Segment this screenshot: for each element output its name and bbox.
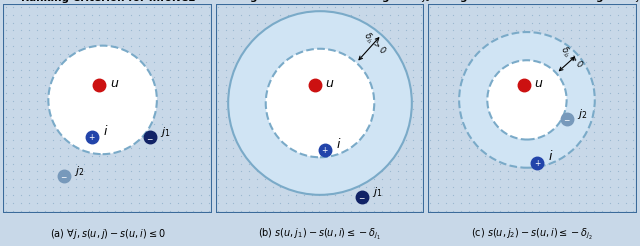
Text: (c) $s(u, j_2) - s(u,i) \leq -\delta_{j_2}$: (c) $s(u, j_2) - s(u,i) \leq -\delta_{j_… — [471, 226, 593, 241]
Text: $+$: $+$ — [321, 145, 329, 155]
Circle shape — [487, 60, 566, 139]
Text: $j_2$: $j_2$ — [577, 107, 588, 121]
Circle shape — [228, 11, 412, 195]
Text: $i$: $i$ — [335, 137, 341, 151]
Circle shape — [459, 32, 595, 168]
Text: (a) $\forall j, s(u,j) - s(u,i) \leq 0$: (a) $\forall j, s(u,j) - s(u,i) \leq 0$ — [50, 227, 166, 241]
Circle shape — [266, 49, 374, 157]
Text: $i$: $i$ — [548, 149, 553, 163]
Text: $j_1$: $j_1$ — [372, 185, 383, 199]
Text: $u$: $u$ — [325, 77, 335, 90]
Circle shape — [49, 46, 157, 154]
Text: $\delta_{j_1} > 0$: $\delta_{j_1} > 0$ — [360, 30, 388, 58]
Text: $j_2$: $j_2$ — [74, 164, 85, 178]
Text: $+$: $+$ — [534, 157, 541, 168]
Text: $+$: $+$ — [88, 132, 96, 142]
Text: $u$: $u$ — [110, 77, 119, 90]
Title: Ranking Criterion for True Negative $j_1$: Ranking Criterion for True Negative $j_1… — [209, 0, 431, 4]
Text: $-$: $-$ — [146, 133, 154, 142]
Text: $-$: $-$ — [563, 114, 570, 123]
Text: $u$: $u$ — [534, 77, 543, 90]
Title: Ranking Criterion for InfoNCE: Ranking Criterion for InfoNCE — [20, 0, 195, 3]
Title: Ranking Criterion for False Negative $j_2$: Ranking Criterion for False Negative $j_… — [419, 0, 640, 4]
Text: $-$: $-$ — [358, 192, 365, 201]
Text: (b) $s(u, j_1) - s(u,i) \leq -\delta_{j_1}$: (b) $s(u, j_1) - s(u,i) \leq -\delta_{j_… — [259, 226, 381, 241]
Text: $j_1$: $j_1$ — [160, 125, 171, 139]
Text: $-$: $-$ — [60, 171, 68, 181]
Text: $i$: $i$ — [102, 124, 108, 138]
Text: $\delta_{j_2} > 0$: $\delta_{j_2} > 0$ — [557, 44, 585, 72]
